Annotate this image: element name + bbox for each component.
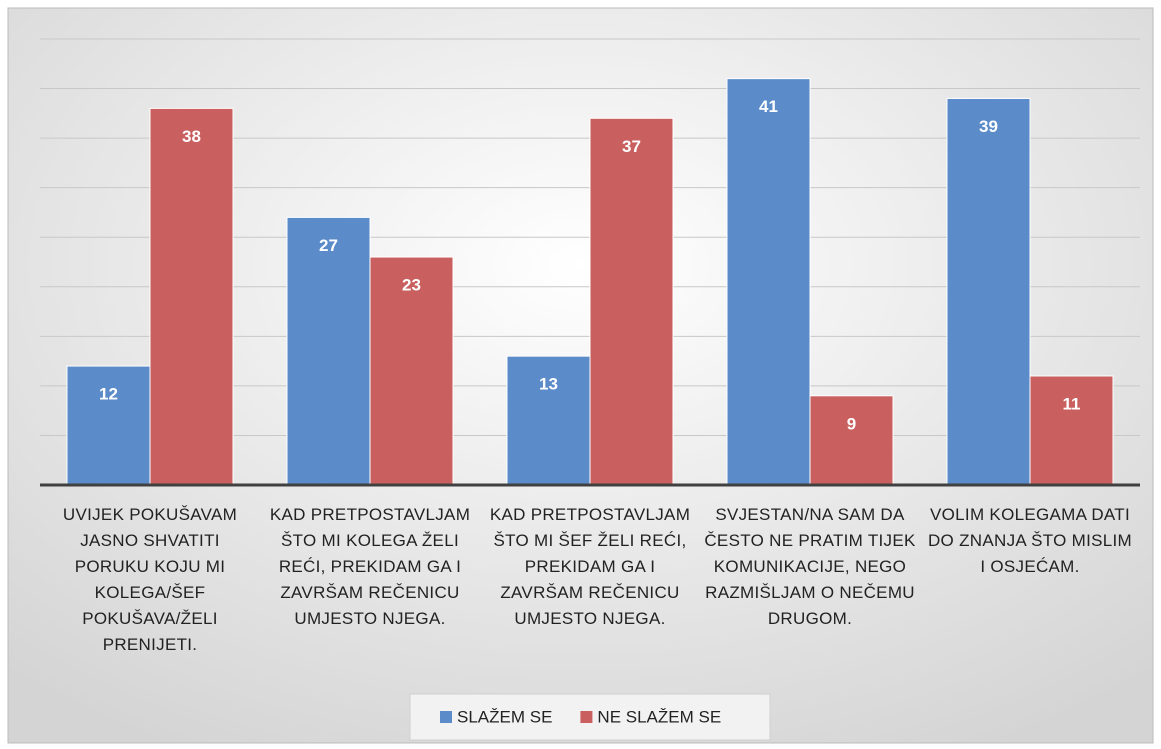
legend-swatch <box>440 711 452 723</box>
bar <box>286 216 371 486</box>
bar <box>589 117 674 486</box>
value-label: 12 <box>99 385 118 404</box>
value-label: 27 <box>319 236 338 255</box>
value-label: 37 <box>622 137 641 156</box>
x-tick-label: SVJESTAN/NA SAM DA ČESTO NE PRATIM TIJEK… <box>704 505 916 628</box>
bar <box>66 365 151 486</box>
bar <box>1029 375 1114 486</box>
x-tick-label: VOLIM KOLEGAMA DATI DO ZNANJA ŠTO MISLIM… <box>927 505 1133 576</box>
bar <box>149 107 234 486</box>
bar <box>506 355 591 486</box>
legend-swatch <box>580 711 593 723</box>
legend-label: NE SLAŽEM SE <box>597 707 721 726</box>
bar <box>809 395 894 486</box>
x-tick-label: KAD PRETPOSTAVLJAM ŠTO MI KOLEGA ŽELI RE… <box>269 505 471 628</box>
bar <box>726 78 811 486</box>
legend-label: SLAŽEM SE <box>457 707 552 726</box>
value-label: 41 <box>759 97 778 116</box>
value-label: 9 <box>847 414 856 433</box>
value-label: 23 <box>402 276 421 295</box>
value-label: 11 <box>1063 394 1081 413</box>
value-label: 39 <box>979 117 998 136</box>
value-label: 38 <box>182 127 201 146</box>
bar <box>946 97 1031 486</box>
x-tick-label: UVIJEK POKUŠAVAM JASNO SHVATITI PORUKU K… <box>62 505 238 654</box>
value-label: 13 <box>539 375 558 394</box>
x-tick-label: KAD PRETPOSTAVLJAM ŠTO MI ŠEF ŽELI REĆI,… <box>489 505 691 628</box>
bar <box>369 256 454 486</box>
